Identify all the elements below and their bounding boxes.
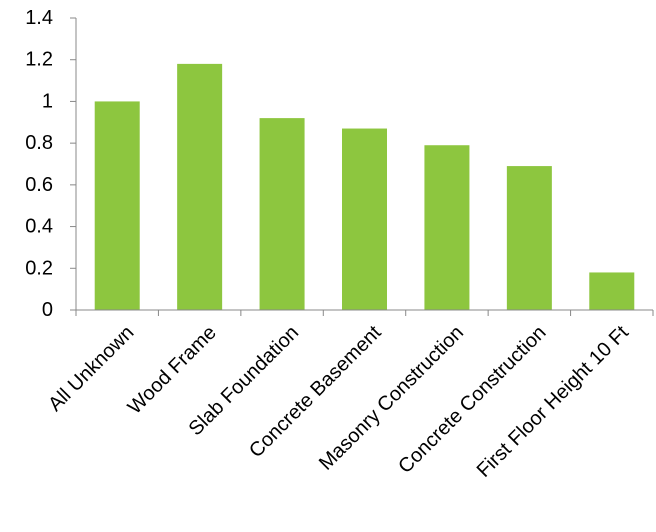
bar [424,145,470,310]
y-tick-label: 0.4 [25,216,53,238]
y-tick-label: 0.6 [25,174,53,196]
bar [589,272,635,310]
y-tick-label: 0.2 [25,257,53,279]
y-tick-label: 1.2 [25,49,53,71]
y-axis-ticks: 0 0.2 0.4 0.6 0.8 1 1.2 1.4 [25,7,76,321]
x-axis-ticks [75,310,654,316]
x-category-label: Concrete Construction [394,322,550,478]
x-category-label: First Floor Height 10 Ft [473,321,633,481]
y-tick-label: 0 [42,299,53,321]
bar [177,63,223,311]
y-tick-label: 1 [42,90,53,112]
bars [94,63,635,311]
bar [342,128,387,310]
y-tick-label: 1.4 [25,7,53,29]
bar [94,101,140,310]
x-category-label: Masonry Construction [315,322,468,475]
y-tick-label: 0.8 [25,132,53,154]
bar [506,166,552,310]
bar [259,118,305,310]
